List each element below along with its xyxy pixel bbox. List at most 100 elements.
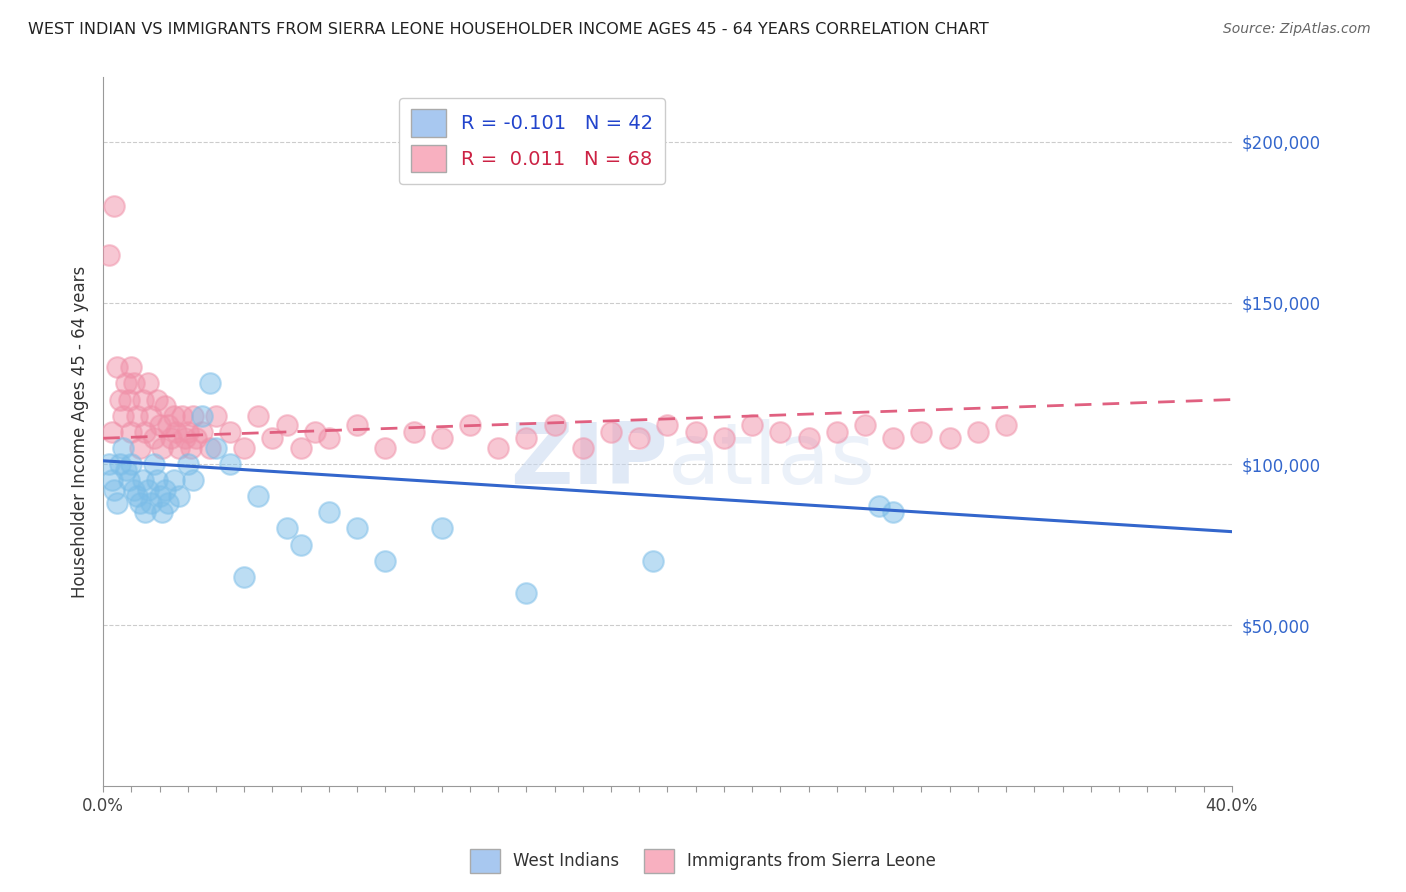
Point <box>117 473 139 487</box>
Point <box>290 441 312 455</box>
Point <box>995 418 1018 433</box>
Point <box>180 441 202 455</box>
Point <box>938 431 960 445</box>
Point <box>160 431 183 445</box>
Point <box>131 473 153 487</box>
Point <box>150 441 173 455</box>
Point <box>142 431 165 445</box>
Point <box>142 457 165 471</box>
Point <box>111 441 134 455</box>
Point <box>105 496 128 510</box>
Point <box>97 247 120 261</box>
Point <box>111 409 134 423</box>
Point <box>122 376 145 391</box>
Point <box>233 570 256 584</box>
Point <box>247 489 270 503</box>
Point <box>643 554 665 568</box>
Point <box>155 399 177 413</box>
Point <box>572 441 595 455</box>
Point <box>200 376 222 391</box>
Point <box>262 431 284 445</box>
Point <box>346 418 368 433</box>
Point <box>131 392 153 407</box>
Y-axis label: Householder Income Ages 45 - 64 years: Householder Income Ages 45 - 64 years <box>72 266 89 598</box>
Point <box>136 376 159 391</box>
Point <box>219 425 242 439</box>
Point <box>125 489 148 503</box>
Point <box>100 425 122 439</box>
Point <box>205 441 228 455</box>
Point <box>183 473 205 487</box>
Point <box>430 431 453 445</box>
Point <box>191 425 214 439</box>
Point <box>103 483 125 497</box>
Point <box>163 473 186 487</box>
Point <box>290 537 312 551</box>
Point <box>157 418 180 433</box>
Point <box>100 473 122 487</box>
Point <box>797 431 820 445</box>
Point <box>155 483 177 497</box>
Point <box>172 409 194 423</box>
Point <box>685 425 707 439</box>
Point <box>276 521 298 535</box>
Point <box>713 431 735 445</box>
Point <box>628 431 651 445</box>
Point <box>374 554 396 568</box>
Point <box>128 441 150 455</box>
Point <box>114 376 136 391</box>
Point <box>346 521 368 535</box>
Point <box>139 496 162 510</box>
Point <box>145 392 167 407</box>
Point <box>318 505 340 519</box>
Point <box>967 425 990 439</box>
Point <box>402 425 425 439</box>
Point <box>515 431 537 445</box>
Point <box>219 457 242 471</box>
Point <box>769 425 792 439</box>
Point <box>97 457 120 471</box>
Point <box>134 425 156 439</box>
Point <box>205 409 228 423</box>
Point <box>108 392 131 407</box>
Point <box>150 505 173 519</box>
Point <box>148 489 170 503</box>
Point <box>114 463 136 477</box>
Text: atlas: atlas <box>668 418 876 501</box>
Point <box>120 360 142 375</box>
Legend: R = -0.101   N = 42, R =  0.011   N = 68: R = -0.101 N = 42, R = 0.011 N = 68 <box>399 98 665 184</box>
Text: Source: ZipAtlas.com: Source: ZipAtlas.com <box>1223 22 1371 37</box>
Point <box>430 521 453 535</box>
Point <box>882 431 904 445</box>
Point <box>128 496 150 510</box>
Point <box>120 457 142 471</box>
Point <box>157 496 180 510</box>
Point <box>318 431 340 445</box>
Point <box>169 441 191 455</box>
Point <box>166 425 188 439</box>
Point <box>868 499 890 513</box>
Text: ZIP: ZIP <box>510 418 668 501</box>
Point <box>657 418 679 433</box>
Point <box>374 441 396 455</box>
Point <box>276 418 298 433</box>
Point <box>200 441 222 455</box>
Point <box>882 505 904 519</box>
Point <box>122 483 145 497</box>
Text: WEST INDIAN VS IMMIGRANTS FROM SIERRA LEONE HOUSEHOLDER INCOME AGES 45 - 64 YEAR: WEST INDIAN VS IMMIGRANTS FROM SIERRA LE… <box>28 22 988 37</box>
Point <box>174 431 197 445</box>
Point <box>139 409 162 423</box>
Point <box>134 505 156 519</box>
Point <box>741 418 763 433</box>
Point <box>304 425 326 439</box>
Point <box>169 489 191 503</box>
Point <box>117 392 139 407</box>
Point <box>247 409 270 423</box>
Point <box>148 418 170 433</box>
Point <box>600 425 623 439</box>
Point <box>145 473 167 487</box>
Point <box>163 409 186 423</box>
Point <box>103 199 125 213</box>
Point <box>458 418 481 433</box>
Point <box>183 409 205 423</box>
